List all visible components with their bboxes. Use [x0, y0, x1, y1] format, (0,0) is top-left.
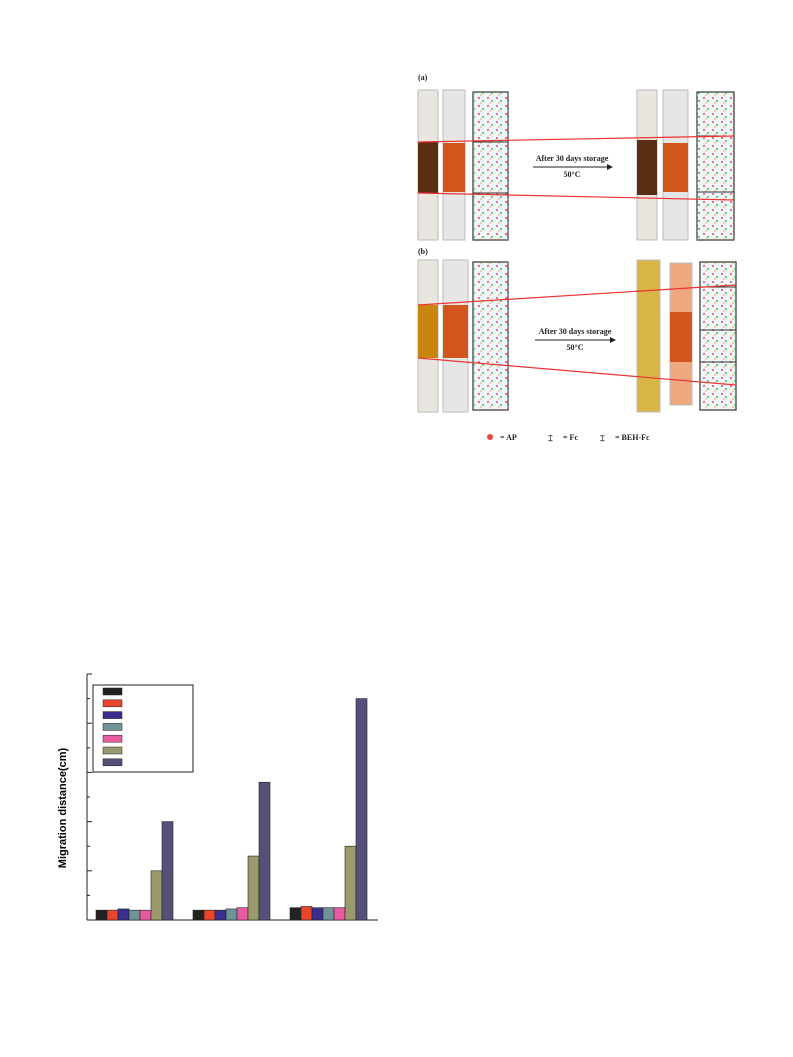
bar: [225, 908, 238, 921]
bar: [139, 909, 152, 921]
bar: [322, 907, 335, 921]
guide-line: [417, 135, 735, 143]
arrow-temperature: 50°C: [564, 170, 581, 179]
bar: [128, 909, 141, 921]
band: [418, 305, 438, 358]
arrow-label: After 30 days storage: [536, 154, 609, 163]
band: [637, 140, 657, 195]
bar-chart: Migration distance(cm): [57, 673, 378, 921]
y-axis-label: Migration distance(cm): [57, 747, 69, 868]
ap-icon: [487, 434, 493, 440]
bar: [344, 845, 357, 921]
band: [418, 142, 438, 193]
legend-swatch: [102, 734, 123, 743]
panel-label: (a): [418, 73, 428, 82]
legend-swatch: [102, 711, 123, 719]
guide-line: [417, 284, 737, 306]
legend-label: = AP: [500, 433, 517, 442]
legend-swatch: [102, 687, 123, 696]
bar: [289, 907, 302, 921]
legend-swatch: [102, 699, 123, 708]
tube: [636, 259, 661, 413]
arrow-label: After 30 days storage: [539, 327, 612, 336]
legend-label: = BEH-Fc: [615, 433, 650, 442]
bar: [247, 855, 260, 921]
guide-line: [417, 357, 737, 386]
figure: (a) After 30 days storage 50°C (b) After…: [417, 73, 737, 443]
bar: [95, 909, 108, 921]
particles: [697, 92, 734, 240]
bar: [203, 909, 216, 921]
beh-icon: ⌶: [600, 434, 605, 443]
legend-swatch: [102, 746, 123, 755]
band: [443, 143, 465, 192]
bar: [333, 907, 346, 921]
bar: [300, 906, 313, 921]
bar: [106, 909, 119, 921]
particles: [700, 262, 736, 410]
particles: [473, 92, 508, 240]
bar: [258, 781, 271, 921]
arrow-temperature: 50°C: [567, 343, 584, 352]
legend-swatch: [102, 723, 123, 731]
bar: [192, 909, 205, 921]
bar: [117, 908, 130, 921]
particles: [473, 262, 508, 410]
figure-legend: = AP ⌶ = Fc ⌶ = BEH-Fc: [487, 433, 650, 443]
guide-line: [417, 192, 735, 201]
band: [663, 143, 688, 192]
bar: [355, 698, 368, 921]
bar: [236, 907, 249, 921]
bar: [311, 907, 324, 921]
legend-swatch: [102, 758, 123, 767]
band: [443, 305, 468, 358]
bar: [214, 909, 227, 921]
fc-icon: ⌶: [548, 434, 553, 443]
bar: [161, 821, 174, 921]
band: [670, 312, 692, 362]
legend-label: = Fc: [563, 433, 578, 442]
bar: [150, 870, 163, 921]
panel-label: (b): [418, 247, 428, 256]
